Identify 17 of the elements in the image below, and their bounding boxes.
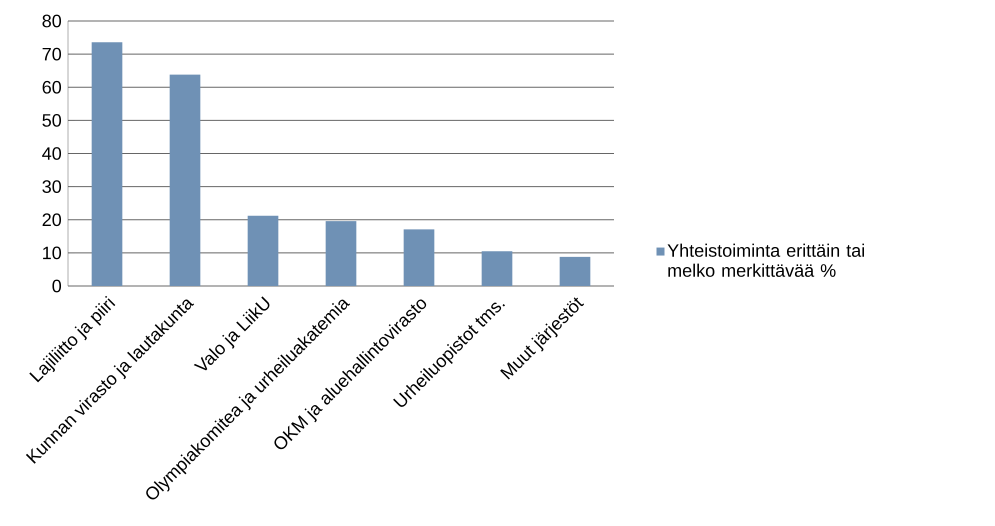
y-tick-label: 30 [42,180,62,193]
bar [404,229,434,286]
bar [482,251,512,286]
bar [326,221,356,286]
bar [248,216,278,286]
y-tick-label: 80 [42,14,62,28]
bar [170,74,200,286]
legend-label: Yhteistoiminta erittäin tai melko merkittävää % [668,244,864,277]
y-tick-label: 40 [42,147,62,160]
y-tick-label: 20 [42,213,62,226]
y-tick-label: 70 [42,48,62,60]
y-tick-label: 50 [42,114,62,127]
y-tick-label: 60 [42,80,62,94]
bar [92,42,122,286]
bar [560,256,590,286]
y-tick-label: 0 [52,280,62,292]
y-tick-label: 10 [43,246,62,260]
